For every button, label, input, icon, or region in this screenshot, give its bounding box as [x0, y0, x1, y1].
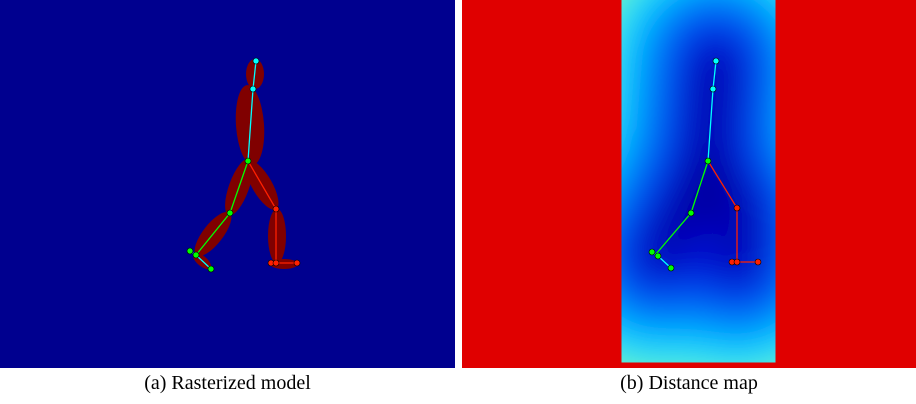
figure-images [0, 0, 916, 370]
subfigure-caption: (b) Distance map [462, 372, 916, 395]
subfigure-caption: (a) Rasterized model [0, 372, 455, 395]
rasterized-model-image [0, 0, 455, 368]
distance-map-image [462, 0, 916, 368]
figure: (a) Rasterized model (b) Distance map [0, 0, 916, 404]
